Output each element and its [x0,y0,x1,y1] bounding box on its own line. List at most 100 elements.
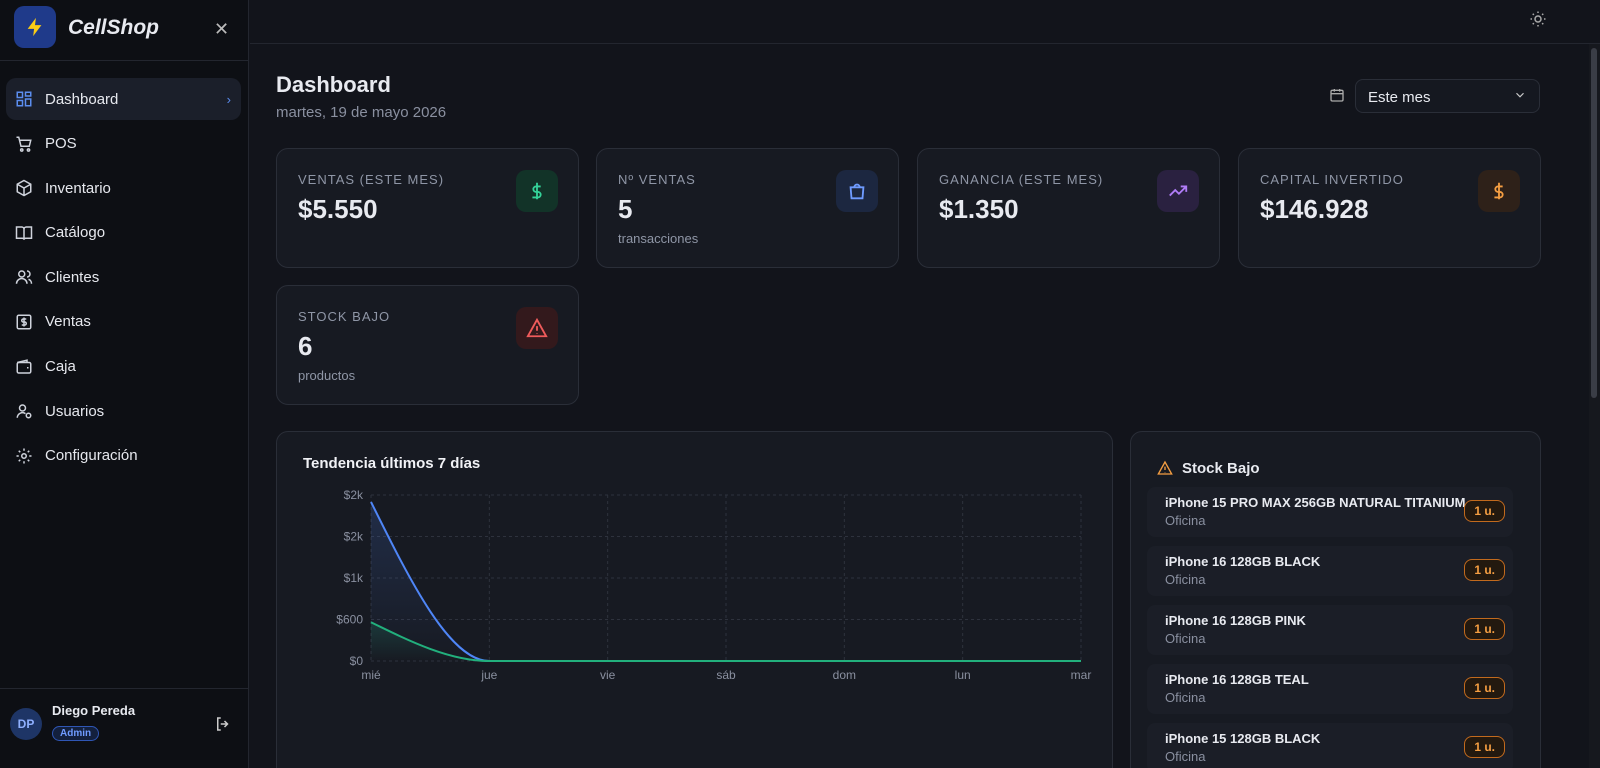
item-location: Oficina [1165,513,1206,528]
item-name: iPhone 16 128GB TEAL [1165,672,1309,687]
chevron: › [226,91,231,107]
stock-item[interactable]: iPhone 16 128GB PINK Oficina 1 u. [1147,605,1513,655]
x-tick-label: dom [833,668,856,682]
top-bar [250,0,1600,44]
stat-card: VENTAS (ESTE MES) $5.550 [276,148,579,268]
item-location: Oficina [1165,631,1206,646]
nav-item[interactable]: Ventas [6,301,241,343]
item-qty: 1 u. [1464,559,1505,581]
warning-icon [1157,460,1173,475]
y-tick-label: $1k [344,571,364,585]
user-name: Diego Pereda [52,703,136,718]
nav: Dashboard › POS Inventario Catálogo Clientes V… [6,78,241,479]
stat-card: GANANCIA (ESTE MES) $1.350 [917,148,1220,268]
x-tick-label: mar [1071,668,1092,682]
card-sub: transacciones [618,231,699,246]
item-name: iPhone 16 128GB BLACK [1165,554,1321,569]
logout-button[interactable] [214,715,232,733]
y-tick-label: $0 [350,654,364,668]
item-qty: 1 u. [1464,677,1505,699]
stock-panel: Stock Bajo iPhone 15 PRO MAX 256GB NATUR… [1130,431,1541,768]
page-title: Dashboard [276,72,391,97]
y-tick-label: $600 [336,613,363,627]
nav-item[interactable]: Usuarios [6,390,241,432]
nav-item[interactable]: Clientes [6,256,241,298]
nav-label: Catálogo [45,224,106,242]
nav-item[interactable]: Catálogo [6,212,241,254]
brand: CellShop ✕ [0,0,248,61]
card-value: 6 [298,331,313,361]
y-tick-label: $2k [344,530,364,544]
chart-panel: Tendencia últimos 7 días $0 $600 $1k $2k $2k… [276,431,1113,768]
stat-card: STOCK BAJO 6 productos [276,285,579,405]
item-location: Oficina [1165,572,1206,587]
chart-title: Tendencia últimos 7 días [303,455,480,472]
stat-card: Nº VENTAS 5 transacciones [596,148,899,268]
stock-item[interactable]: iPhone 16 128GB BLACK Oficina 1 u. [1147,546,1513,596]
nav-item[interactable]: Dashboard › [6,78,241,120]
nav-label: POS [45,135,77,153]
stat-card: CAPITAL INVERTIDO $146.928 [1238,148,1541,268]
item-qty: 1 u. [1464,500,1505,522]
nav-label: Clientes [45,268,100,286]
nav-label: Caja [45,358,76,376]
calendar-icon [1330,89,1344,102]
theme-toggle[interactable] [1529,10,1547,28]
card-value: 5 [618,194,633,224]
card-icon [1157,170,1199,212]
nav-item[interactable]: POS [6,123,241,165]
x-tick-label: mié [361,668,381,682]
item-qty: 1 u. [1464,618,1505,640]
period-select[interactable]: Este mes [1355,79,1540,113]
card-value: $5.550 [298,194,378,224]
card-label: VENTAS (ESTE MES) [298,172,445,187]
brand-name: CellShop [68,16,160,39]
card-label: CAPITAL INVERTIDO [1260,172,1404,187]
nav-label: Configuración [45,447,138,465]
card-label: GANANCIA (ESTE MES) [939,172,1104,187]
nav-label: Dashboard [45,90,119,108]
y-tick-label: $2k [344,488,364,502]
item-location: Oficina [1165,690,1206,705]
item-name: iPhone 16 128GB PINK [1165,613,1306,628]
area-fill [371,501,1081,661]
period-value: Este mes [1368,89,1431,106]
card-icon [516,307,558,349]
line [370,621,1081,662]
card-label: Nº VENTAS [618,172,696,187]
item-location: Oficina [1165,749,1206,764]
scrollbar[interactable] [1589,44,1600,768]
nav-item[interactable]: Caja [6,346,241,388]
item-qty: 1 u. [1464,736,1505,758]
stock-title: Stock Bajo [1182,460,1260,477]
card-value: $1.350 [939,194,1019,224]
nav-item[interactable]: Configuración [6,435,241,477]
x-tick-label: vie [600,668,616,682]
card-icon [1478,170,1520,212]
card-label: STOCK BAJO [298,309,391,324]
nav-label: Usuarios [45,402,105,420]
nav-item[interactable]: Inventario [6,167,241,209]
page-date: martes, 19 de mayo 2026 [276,104,447,121]
item-name: iPhone 15 128GB BLACK [1165,731,1321,746]
x-tick-label: lun [955,668,971,682]
stock-item[interactable]: iPhone 16 128GB TEAL Oficina 1 u. [1147,664,1513,714]
sidebar: CellShop ✕ Dashboard › POS Inventario Catálo… [0,0,249,768]
card-icon [516,170,558,212]
card-icon [836,170,878,212]
card-sub: productos [298,368,356,383]
chart: Tendencia últimos 7 días $0 $600 $1k $2k $2k… [303,455,1092,682]
x-tick-label: jue [480,668,497,682]
close-button[interactable]: ✕ [214,19,230,39]
x-tick-label: sáb [716,668,736,682]
stock-item[interactable]: iPhone 15 128GB BLACK Oficina 1 u. [1147,723,1513,768]
stock-item[interactable]: iPhone 15 PRO MAX 256GB NATURAL TITANIUM… [1147,487,1513,537]
logo[interactable] [14,6,56,48]
nav-label: Ventas [45,313,91,331]
user-panel: DP Diego Pereda Admin [0,688,249,768]
avatar: DP [10,708,42,740]
nav-label: Inventario [45,179,111,197]
item-name: iPhone 15 PRO MAX 256GB NATURAL TITANIUM [1165,495,1466,510]
